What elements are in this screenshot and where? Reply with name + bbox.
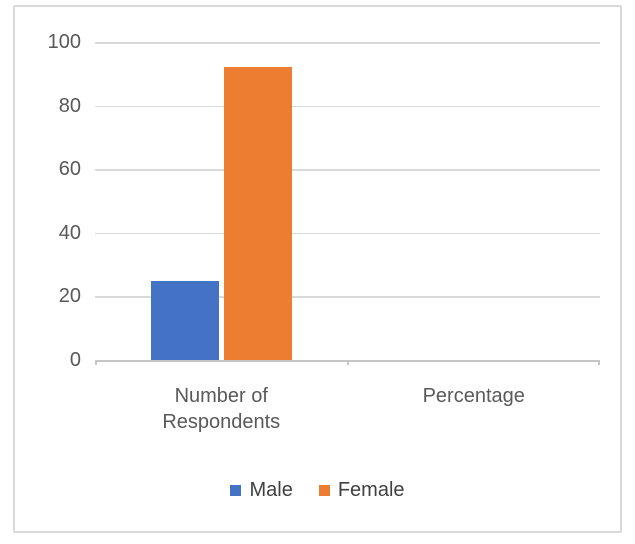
x-axis-tick	[346, 360, 349, 365]
bar-male-category-0	[150, 280, 219, 360]
gridline-y-60	[95, 169, 600, 171]
y-tick-label-80: 80	[58, 94, 81, 117]
legend-label-male: Male	[249, 479, 293, 501]
chart-frame: 0 20 40 60 80 100 Number of Respondents Perce…	[13, 5, 622, 533]
legend-item-female: Female	[318, 479, 405, 502]
chart-legend: Male Female	[15, 479, 620, 502]
legend-item-male: Male	[230, 479, 293, 502]
y-tick-label-40: 40	[58, 221, 81, 244]
y-tick-label-0: 0	[69, 349, 81, 371]
plot-area	[95, 42, 600, 365]
category-label-text: Number of Respondents	[162, 385, 281, 433]
y-tick-label-20: 20	[58, 285, 81, 308]
gridline-y-80	[95, 105, 600, 108]
y-tick-label-100: 100	[47, 31, 81, 53]
gridline-y-40	[95, 232, 600, 235]
y-tick-label-60: 60	[58, 158, 81, 181]
x-axis-tick	[598, 360, 600, 365]
gridline-y-100	[95, 42, 600, 44]
female-legend-swatch	[318, 485, 330, 496]
category-label-text: Percentage	[422, 385, 525, 407]
legend-label-female: Female	[337, 479, 405, 501]
male-legend-swatch	[230, 485, 242, 496]
bar-female-category-0	[223, 67, 292, 360]
gridline-y-20	[95, 296, 600, 298]
x-axis-category-label-percentage: Percentage	[348, 383, 601, 409]
x-axis-tick	[95, 360, 97, 365]
x-axis-category-label-respondents: Number of Respondents	[95, 383, 348, 435]
